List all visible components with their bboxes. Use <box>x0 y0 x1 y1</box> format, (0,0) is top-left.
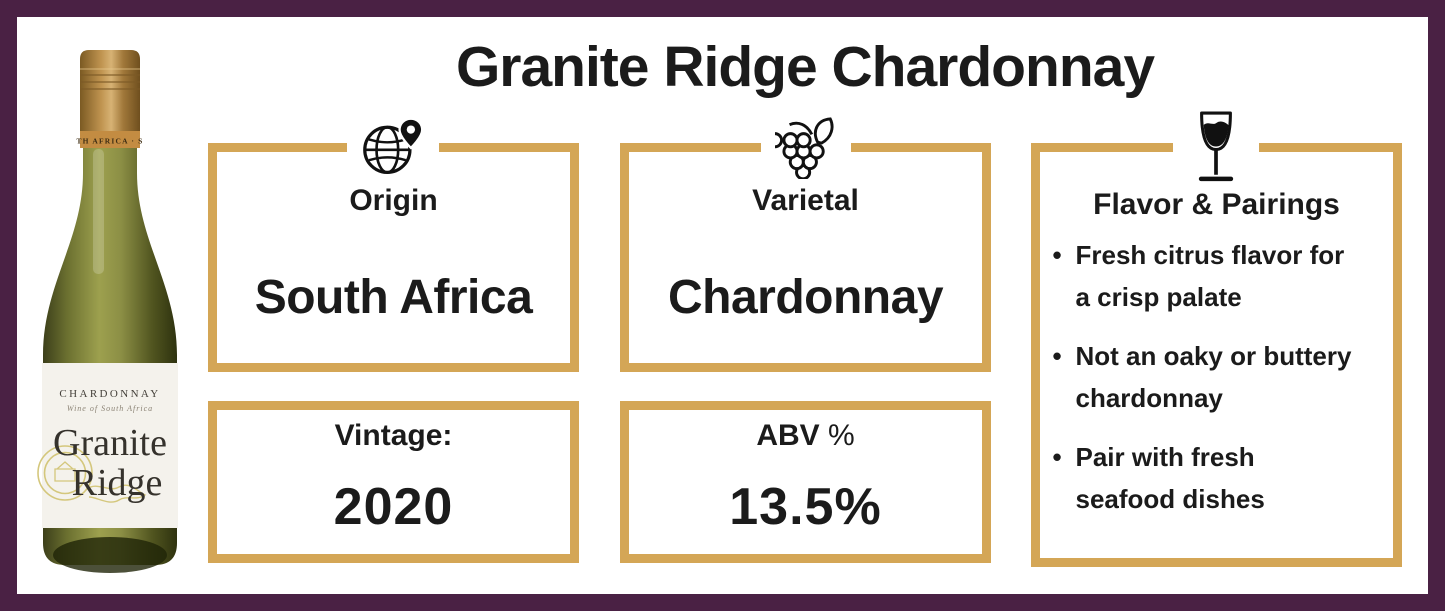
grapes-icon <box>775 117 834 179</box>
flavor-bullet-list: Fresh citrus flavor for a crisp palate N… <box>1051 234 1383 537</box>
abv-value: 13.5% <box>729 478 882 536</box>
label-name-line2: Ridge <box>72 462 163 504</box>
flavor-icon-badge <box>1173 110 1259 184</box>
label-emblem-seal <box>37 445 147 503</box>
vintage-value: 2020 <box>333 478 454 536</box>
globe-location-icon <box>363 117 424 175</box>
bottle-neck-highlight <box>93 149 104 274</box>
abv-label-suffix: % <box>828 419 855 452</box>
abv-label: ABV % <box>756 419 854 453</box>
bottle-punt-shadow <box>53 537 167 573</box>
wine-bottle-image: TH AFRICA · S CHARDONNAY Wine of South A… <box>35 45 185 575</box>
label-name-line1: Granite <box>53 422 167 464</box>
label-varietal-text: CHARDONNAY <box>59 388 160 400</box>
origin-box: Origin South Africa <box>208 143 579 372</box>
abv-box: ABV % 13.5% <box>620 401 991 563</box>
varietal-icon-badge <box>761 115 851 179</box>
origin-label: Origin <box>349 184 438 217</box>
flavor-bullet-1: Fresh citrus flavor for a crisp palate <box>1051 234 1383 318</box>
varietal-label: Varietal <box>752 184 859 217</box>
flavor-pairings-box: Flavor & Pairings Fresh citrus flavor fo… <box>1031 143 1402 567</box>
cap-band-text: TH AFRICA · S <box>76 137 143 146</box>
flavor-bullet-3: Pair with fresh seafood dishes <box>1051 436 1383 520</box>
flavor-bullet-2: Not an oaky or buttery chardonnay <box>1051 335 1383 419</box>
origin-icon-badge <box>347 116 439 178</box>
vintage-box: Vintage: 2020 <box>208 401 579 563</box>
varietal-box: Varietal Chardonnay <box>620 143 991 372</box>
flavor-pairings-label: Flavor & Pairings <box>1093 188 1340 221</box>
varietal-value: Chardonnay <box>667 271 944 324</box>
abv-label-text: ABV <box>756 419 820 452</box>
cap-ridges <box>80 74 140 90</box>
vintage-label: Vintage: <box>334 419 453 452</box>
wine-glass-icon <box>1198 111 1234 182</box>
wine-bottle-graphic: TH AFRICA · S CHARDONNAY Wine of South A… <box>37 50 178 573</box>
cap-band <box>80 131 140 148</box>
page-title: Granite Ridge Chardonnay <box>455 35 1155 99</box>
origin-value: South Africa <box>254 271 533 324</box>
bottle-cap <box>80 50 140 131</box>
label-subtitle-text: Wine of South Africa <box>67 404 153 413</box>
